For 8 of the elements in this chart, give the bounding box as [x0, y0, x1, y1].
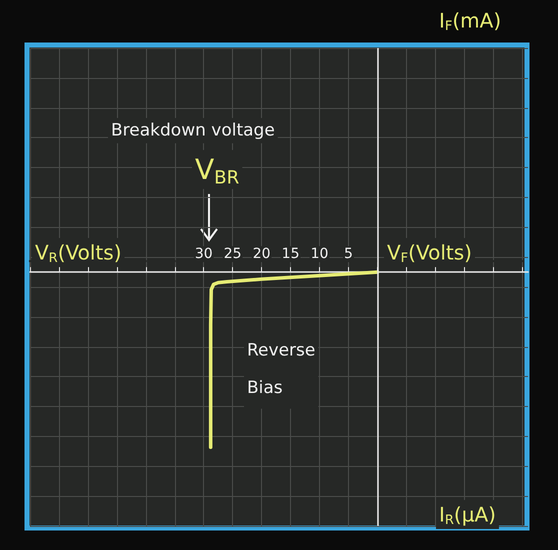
x-tick-label: 25 — [224, 246, 242, 262]
annotation: Reverse Bias — [247, 340, 316, 398]
text: Breakdown voltage — [111, 120, 275, 141]
x-tick-label: 30 — [194, 246, 213, 262]
x-tick-label: 10 — [310, 246, 328, 262]
x-tick-label: 20 — [252, 246, 271, 262]
x-tick-label: 15 — [282, 246, 300, 262]
x-tick-label: 5 — [344, 246, 353, 262]
